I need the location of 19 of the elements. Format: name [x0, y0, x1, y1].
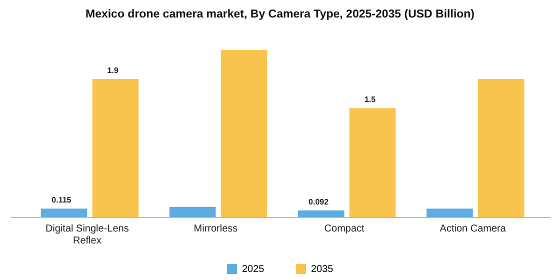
data-label: 1.9	[107, 66, 119, 76]
bar	[349, 108, 396, 217]
bar	[40, 208, 88, 217]
bar	[169, 206, 216, 217]
x-tick-label: Digital Single-Lens Reflex	[45, 224, 129, 246]
legend-label: 2035	[311, 264, 334, 275]
legend-label: 2025	[242, 264, 265, 275]
data-label: 0.092	[308, 197, 330, 206]
bar	[478, 79, 524, 217]
chart-title: Mexico drone camera market, By Camera Type, 2025-2035 (USD Billion)	[85, 8, 475, 20]
bar	[92, 79, 139, 217]
bar	[426, 208, 473, 217]
data-label: 1.5	[364, 95, 376, 104]
x-tick-label: Compact	[324, 224, 365, 234]
bar	[220, 50, 268, 217]
x-tick-label: Mirrorless	[194, 224, 238, 234]
data-label: 0.115	[52, 196, 72, 205]
bar	[298, 210, 344, 217]
x-tick-label: Action Camera	[440, 224, 506, 234]
